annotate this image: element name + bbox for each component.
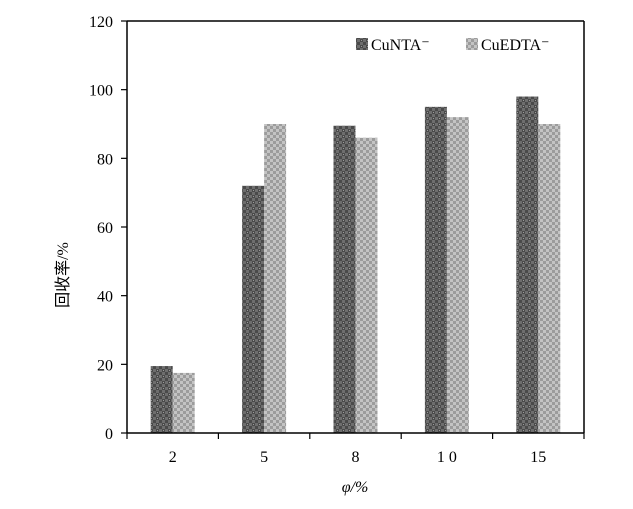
x-tick-label: 15: [530, 449, 546, 466]
legend-swatch-cuedta: [466, 38, 478, 50]
x-tick-label: 8: [352, 449, 360, 466]
x-tick-label: 2: [169, 449, 177, 466]
legend-label-cunta: CuNTA⁻: [371, 37, 430, 54]
x-tick-label: 1 0: [437, 449, 457, 466]
legend: CuNTA⁻ CuEDTA⁻: [356, 37, 550, 54]
bar-cunta-5: [242, 185, 265, 433]
bar-cunta-2: [150, 366, 173, 433]
bar-cuedta-8: [355, 137, 378, 433]
y-axis-title: 回收率/%: [54, 242, 72, 308]
bar-cuedta-2: [172, 372, 195, 433]
bar-cuedta-5: [264, 124, 287, 433]
bar-cunta-10: [424, 106, 447, 433]
y-tick-label: 80: [97, 151, 113, 168]
bar-cunta-8: [333, 125, 356, 433]
axes-group: 0 20 40 60 80 100 120 2 5 8 1 0 15: [89, 14, 585, 466]
y-tick-label: 40: [97, 289, 113, 306]
y-tick-label: 0: [105, 426, 113, 443]
x-tick-label: 5: [260, 449, 268, 466]
bar-cunta-15: [516, 96, 539, 434]
y-tick-label: 60: [97, 220, 113, 237]
legend-label-cuedta: CuEDTA⁻: [481, 37, 550, 54]
y-tick-label: 100: [89, 83, 113, 100]
y-tick-label: 120: [89, 14, 113, 31]
legend-swatch-cunta: [356, 38, 368, 50]
bar-cuedta-10: [446, 117, 469, 433]
x-axis-title: φ/%: [342, 479, 369, 496]
bars-group: [150, 96, 561, 434]
y-tick-label: 20: [97, 357, 113, 374]
bar-cuedta-15: [538, 124, 561, 433]
